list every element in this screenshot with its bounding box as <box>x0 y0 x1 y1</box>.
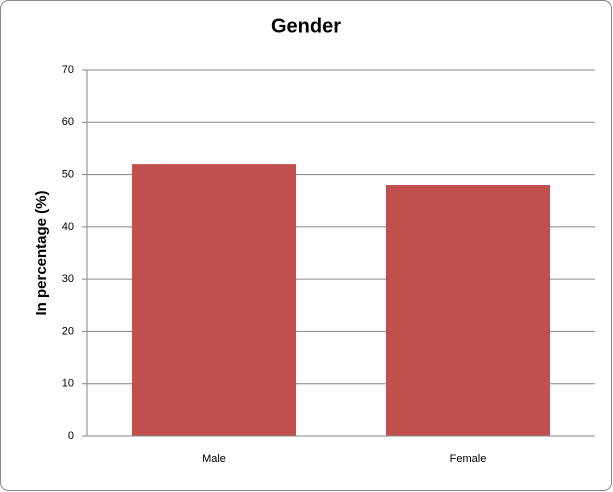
y-tick-label: 20 <box>62 325 74 337</box>
y-tick-label: 50 <box>62 168 74 180</box>
bar <box>385 185 551 436</box>
bar <box>131 164 297 436</box>
x-tick-label: Female <box>450 453 487 465</box>
y-tick-label: 70 <box>62 64 74 76</box>
y-tick-label: 60 <box>62 116 74 128</box>
y-tick-label: 40 <box>62 221 74 233</box>
y-axis-label: In percentage (%) <box>33 190 50 315</box>
y-tick-label: 30 <box>62 273 74 285</box>
y-tick-label: 10 <box>62 378 74 390</box>
x-tick-label: Male <box>202 453 226 465</box>
chart-title: Gender <box>271 15 341 37</box>
y-tick-label: 0 <box>68 430 74 442</box>
